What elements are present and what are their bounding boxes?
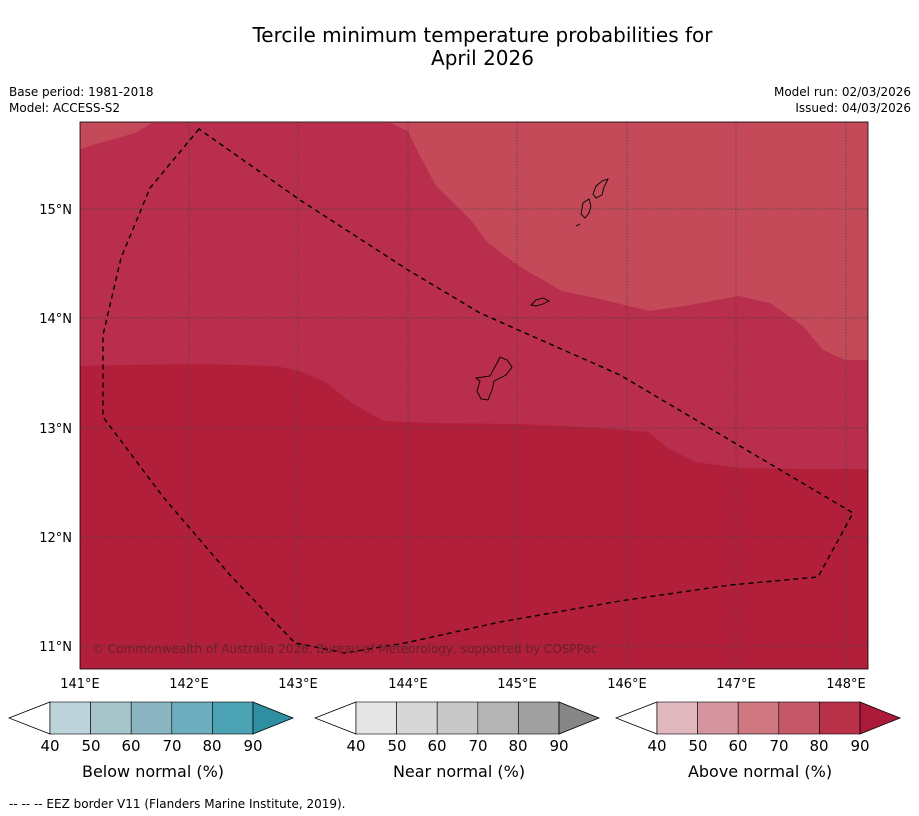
issued-date: Issued: 04/03/2026	[795, 101, 911, 115]
island-guam	[474, 356, 513, 401]
colorbar-cell	[49, 701, 91, 735]
colorbar-cell	[130, 701, 173, 735]
colorbar-cell	[171, 701, 213, 735]
tick-label: 90	[850, 737, 869, 755]
eez-border	[102, 128, 854, 654]
tick-label: 70	[162, 737, 181, 755]
region-above-90	[80, 364, 868, 669]
colorbar-cell	[778, 701, 820, 735]
colorbar-cell	[737, 701, 780, 735]
colorbar-cell	[819, 701, 861, 735]
probability-map: © Commonwealth of Australia 2026, Bureau…	[39, 121, 869, 692]
tick-label: 60	[427, 737, 446, 755]
lon-label: 145°E	[497, 677, 537, 692]
tick-label: 70	[468, 737, 487, 755]
lon-label: 142°E	[169, 677, 209, 692]
model-name: Model: ACCESS-S2	[9, 101, 121, 115]
lat-label: 13°N	[39, 422, 72, 437]
map-title-line1: Tercile minimum temperature probabilitie…	[252, 23, 713, 47]
lon-labels: 141°E 142°E 143°E 144°E 145°E 146°E 147°…	[60, 677, 866, 692]
lat-label: 15°N	[39, 203, 72, 218]
tick-label: 60	[728, 737, 747, 755]
colorbar-under-triangle	[8, 701, 51, 735]
colorbar-below: 40 50 60 70 80 90	[8, 701, 295, 755]
tick-label: 50	[81, 737, 100, 755]
tick-label: 50	[688, 737, 707, 755]
tick-label: 70	[769, 737, 788, 755]
tick-label: 40	[647, 737, 666, 755]
colorbar-cell	[90, 701, 132, 735]
lat-label: 12°N	[39, 531, 72, 546]
tick-label: 40	[346, 737, 365, 755]
tick-label: 80	[809, 737, 828, 755]
lon-label: 147°E	[716, 677, 756, 692]
colorbar-cell	[697, 701, 739, 735]
lon-label: 143°E	[278, 677, 318, 692]
colorbar-cell	[477, 701, 519, 735]
colorbar-cell	[518, 701, 560, 735]
colorbar-near: 40 50 60 70 80 90	[314, 701, 601, 755]
model-run: Model run: 02/03/2026	[773, 85, 911, 99]
lon-label: 148°E	[826, 677, 866, 692]
map-title-line2: April 2026	[431, 46, 534, 70]
colorbar-cell	[436, 701, 479, 735]
colorbar-above: 40 50 60 70 80 90	[615, 701, 902, 755]
lon-label: 146°E	[607, 677, 647, 692]
island-aguijan	[575, 223, 581, 227]
tick-label: 50	[387, 737, 406, 755]
copyright-text: © Commonwealth of Australia 2026, Bureau…	[92, 642, 597, 656]
lat-labels: 15°N 14°N 13°N 12°N 11°N	[39, 203, 72, 655]
island-tinian	[580, 198, 592, 219]
colorbar-over-triangle	[558, 701, 601, 735]
map-field: © Commonwealth of Australia 2026, Bureau…	[80, 122, 868, 669]
islands	[474, 178, 609, 401]
tick-label: 60	[121, 737, 140, 755]
colorbar-under-triangle	[615, 701, 658, 735]
lon-label: 141°E	[60, 677, 100, 692]
lat-label: 14°N	[39, 312, 72, 327]
gridlines	[80, 122, 868, 669]
colorbar-cell	[355, 701, 397, 735]
colorbar-cell	[396, 701, 438, 735]
colorbar-above-label: Above normal (%)	[687, 762, 833, 781]
base-period: Base period: 1981-2018	[9, 85, 154, 99]
tick-label: 80	[508, 737, 527, 755]
tick-label: 80	[202, 737, 221, 755]
colorbar-cell	[656, 701, 698, 735]
colorbar-under-triangle	[314, 701, 357, 735]
colorbar-cell	[212, 701, 254, 735]
tick-label: 90	[549, 737, 568, 755]
tick-label: 90	[243, 737, 262, 755]
island-rota	[530, 297, 551, 307]
lat-label: 11°N	[39, 640, 72, 655]
island-saipan	[592, 178, 609, 199]
lon-label: 144°E	[388, 677, 428, 692]
colorbar-below-label: Below normal (%)	[81, 762, 225, 781]
colorbar-near-label: Near normal (%)	[392, 762, 526, 781]
eez-footnote: -- -- -- EEZ border V11 (Flanders Marine…	[9, 797, 346, 811]
tick-label: 40	[40, 737, 59, 755]
colorbar-over-triangle	[859, 701, 902, 735]
colorbar-over-triangle	[252, 701, 295, 735]
